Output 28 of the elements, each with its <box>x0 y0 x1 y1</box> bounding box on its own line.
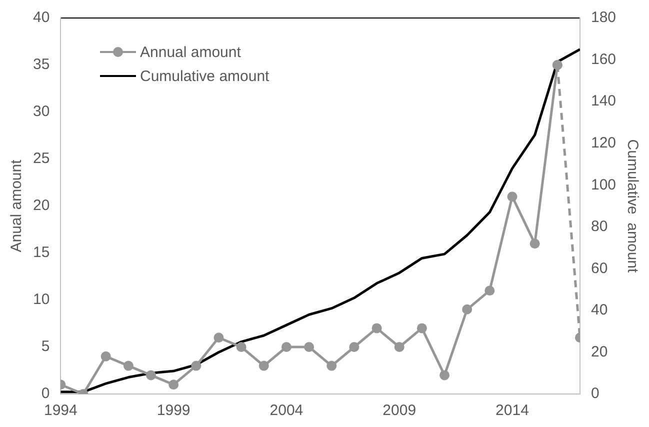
x-tick-label: 1994 <box>44 402 78 420</box>
y2-tick-label: 60 <box>590 260 608 277</box>
y2-tick-label: 140 <box>590 92 616 110</box>
y2-tick-label: 20 <box>590 343 608 360</box>
y-tick-label: 5 <box>41 338 50 356</box>
y2-tick-label: 160 <box>590 50 616 68</box>
legend-label: Annual amount <box>140 44 241 60</box>
y2-tick-label: 40 <box>590 302 608 319</box>
y-axis-title: Anual amount <box>8 158 26 252</box>
y2-tick-label: 120 <box>590 134 616 152</box>
y2-tick-label: 80 <box>590 218 608 236</box>
x-tick-label: 1999 <box>156 402 190 420</box>
x-tick-label: 2009 <box>382 402 416 420</box>
y-tick-label: 40 <box>32 9 50 26</box>
y2-axis-title: Cumulative amount <box>624 139 641 274</box>
x-tick-label: 2014 <box>496 402 529 420</box>
y-tick-label: 30 <box>32 103 50 120</box>
y-tick-label: 10 <box>32 291 50 308</box>
y-tick-label: 25 <box>32 150 50 168</box>
y-tick-label: 15 <box>32 244 50 262</box>
y2-tick-label: 100 <box>590 176 616 194</box>
y-tick-label: 35 <box>32 56 50 74</box>
legend-label: Cumulative amount <box>140 68 270 84</box>
y2-tick-label: 0 <box>590 385 600 402</box>
x-tick-label: 2004 <box>270 402 304 420</box>
y-tick-label: 20 <box>32 197 50 214</box>
y2-tick-label: 180 <box>590 9 616 26</box>
y-tick-label: 0 <box>41 385 50 402</box>
